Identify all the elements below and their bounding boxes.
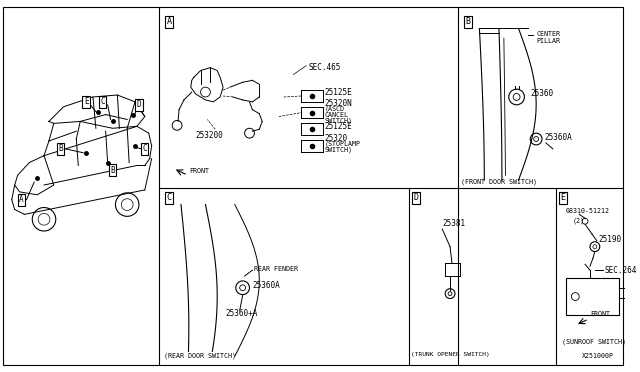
Text: SWITCH): SWITCH) [325, 147, 353, 153]
Text: B: B [58, 144, 63, 153]
Text: (SUNROOF SWITCH): (SUNROOF SWITCH) [561, 339, 625, 345]
Text: SEC.264: SEC.264 [605, 266, 637, 275]
Text: 08310-51212: 08310-51212 [566, 208, 609, 214]
Text: (2): (2) [572, 217, 584, 224]
Text: D: D [136, 100, 141, 109]
Text: (FRONT DOOR SWITCH): (FRONT DOOR SWITCH) [461, 178, 537, 185]
Text: CANCEL: CANCEL [325, 112, 349, 118]
Bar [566, 278, 620, 315]
Text: A: A [167, 17, 172, 26]
Text: 25360A: 25360A [544, 132, 572, 142]
Text: (ASCD: (ASCD [325, 106, 345, 112]
Text: B: B [465, 17, 470, 26]
Text: X251000P: X251000P [582, 353, 614, 359]
Text: E: E [84, 97, 88, 106]
Text: REAR FENDER: REAR FENDER [254, 266, 298, 272]
Text: SEC.465: SEC.465 [308, 63, 340, 72]
Text: C: C [100, 97, 105, 106]
Text: 25360A: 25360A [252, 281, 280, 290]
Text: (REAR DOOR SWITCH): (REAR DOOR SWITCH) [164, 352, 236, 359]
Text: 253200: 253200 [196, 131, 223, 140]
Text: PILLAR: PILLAR [536, 38, 560, 44]
Text: CENTER: CENTER [536, 31, 560, 38]
Text: E: E [560, 193, 565, 202]
Text: 25125E: 25125E [325, 88, 353, 97]
Text: 25125E: 25125E [325, 122, 353, 131]
Text: 25320: 25320 [325, 134, 348, 143]
Text: (TRUNK OPENER SWITCH): (TRUNK OPENER SWITCH) [411, 352, 490, 357]
Text: A: A [19, 195, 24, 204]
Text: FRONT: FRONT [189, 168, 209, 174]
Text: SWITCH): SWITCH) [325, 118, 353, 124]
Text: 25360: 25360 [531, 89, 554, 97]
Text: 25360+A: 25360+A [225, 309, 257, 318]
Text: B: B [110, 166, 115, 175]
Text: (STOPLAMP: (STOPLAMP [325, 141, 361, 147]
Text: FRONT: FRONT [590, 311, 610, 317]
Text: C: C [167, 193, 172, 202]
Text: C: C [143, 144, 147, 153]
Text: 25320N: 25320N [325, 99, 353, 108]
Text: 25190: 25190 [599, 235, 622, 244]
Text: D: D [413, 193, 419, 202]
Text: 25381: 25381 [442, 219, 465, 228]
